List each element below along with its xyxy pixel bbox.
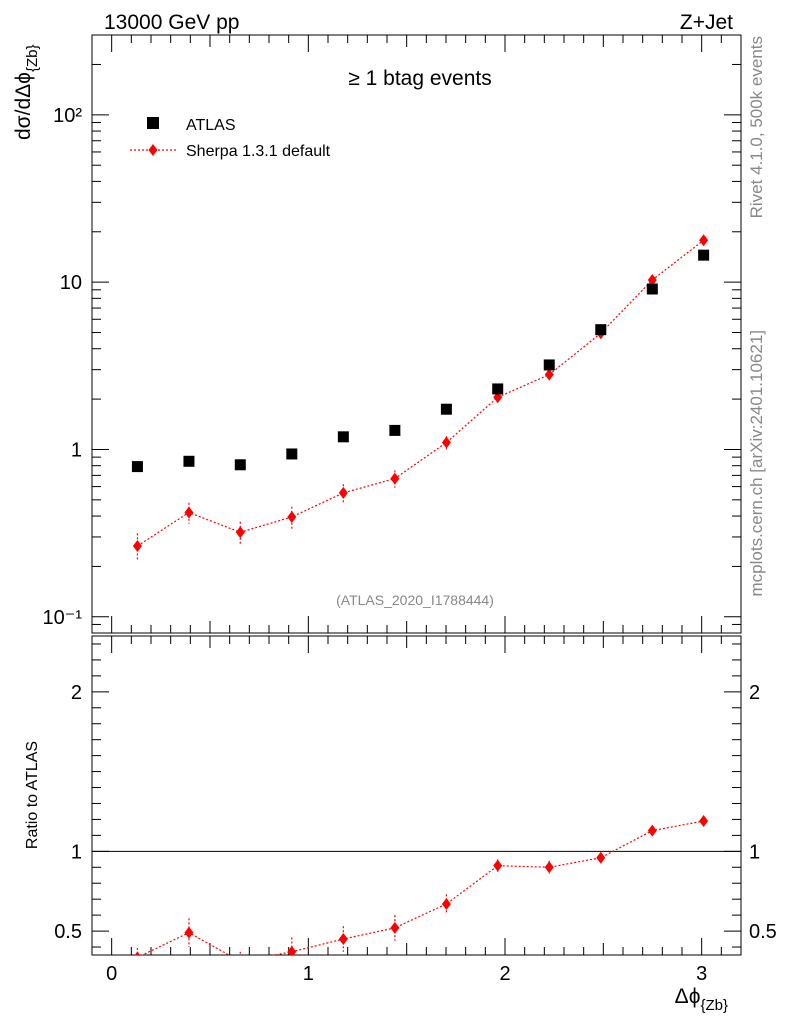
y-tick-label: 10⁻¹ [43,607,83,629]
ratio-point [544,861,554,874]
y-tick-label-right: 0.5 [749,921,777,943]
atlas-point [492,383,504,395]
x-axis-label: Δϕ{Zb} [675,985,728,1014]
ratio-point [390,921,400,934]
mcplots-credit-label: mcplots.cern.ch [arXiv:2401.10621] [747,330,766,596]
sherpa-point [338,486,348,499]
atlas-point [595,324,607,336]
sherpa-point [184,506,194,519]
ratio-point [699,815,709,828]
y-tick-label: 10² [53,105,82,127]
ratio-panel-data [134,815,709,967]
atlas-point [389,424,401,436]
ratio-point [184,926,194,939]
main-panel-ticks [92,34,742,634]
header-energy-label: 13000 GeV pp [104,11,239,34]
x-tick-label: 3 [696,963,707,985]
ratio-line [141,820,704,955]
ratio-point [441,897,451,910]
header-process-label: Z+Jet [680,11,733,34]
y-tick-label: 10 [60,272,82,294]
main-panel-title: ≥ 1 btag events [348,67,491,90]
atlas-point [131,461,143,473]
ratio-point [493,859,503,872]
ratio-point [287,945,297,955]
sherpa-point [132,539,142,552]
sherpa-line [137,239,705,547]
main-panel-frame [91,34,742,634]
ratio-point [647,824,657,837]
main-panel-y-tick-labels: 10⁻¹ 1 10 10² [43,105,83,629]
legend: ATLAS Sherpa 1.3.1 default [130,117,331,160]
atlas-point [543,359,555,371]
sherpa-point [647,274,657,287]
atlas-point [440,403,452,415]
ratio-panel-x-tick-labels: 0 1 2 3 [106,963,707,985]
y-tick-label: 2 [71,682,82,704]
ratio-panel: 0.5 0.5 1 1 2 2 0 1 2 3 Ratio to ATLAS Δϕ{Zb} [24,635,777,1014]
main-panel-y-axis-label: dσ/dΔϕ{Zb} [12,45,41,140]
atlas-point [286,448,298,460]
legend-atlas-label: ATLAS [186,117,236,134]
rivet-version-label: Rivet 4.1.0, 500k events [747,36,766,218]
ratio-panel-frame [91,635,742,956]
ratio-panel-y-tick-labels: 0.5 0.5 1 1 2 2 [54,682,777,943]
sherpa-point [235,526,245,539]
legend-sherpa-label: Sherpa 1.3.1 default [186,143,331,160]
sherpa-point [544,368,554,381]
y-tick-label: 0.5 [54,921,82,943]
sherpa-point [699,234,709,247]
svg-text:dσ/dΔϕ{Zb}: dσ/dΔϕ{Zb} [12,45,41,140]
y-tick-label: 1 [71,841,82,863]
svg-text:Δϕ{Zb}: Δϕ{Zb} [675,985,728,1014]
y-tick-label-right: 2 [749,682,760,704]
ratio-point [338,933,348,946]
ratio-point [134,951,141,955]
legend-atlas-marker [147,117,159,129]
ratio-point [236,955,245,967]
atlas-point [646,283,658,295]
atlas-point [234,459,246,471]
atlas-point [698,249,710,261]
sherpa-point [390,472,400,485]
x-tick-label: 0 [106,963,117,985]
analysis-id-annotation: (ATLAS_2020_I1788444) [336,592,494,608]
main-panel-data [131,234,710,562]
main-panel: 10⁻¹ 1 10 10² ≥ 1 btag events (ATLAS_2020_I… [12,34,742,634]
atlas-point [337,431,349,443]
x-tick-label: 2 [499,963,510,985]
y-tick-label-right: 1 [749,841,760,863]
ratio-panel-ticks [92,636,742,955]
y-tick-label: 1 [71,439,82,461]
x-tick-label: 1 [303,963,314,985]
sherpa-point [287,510,297,523]
ratio-panel-y-axis-label: Ratio to ATLAS [24,741,41,849]
atlas-point [183,455,195,467]
legend-sherpa-marker [148,144,158,156]
ratio-point [596,851,606,864]
sherpa-point [441,436,451,449]
